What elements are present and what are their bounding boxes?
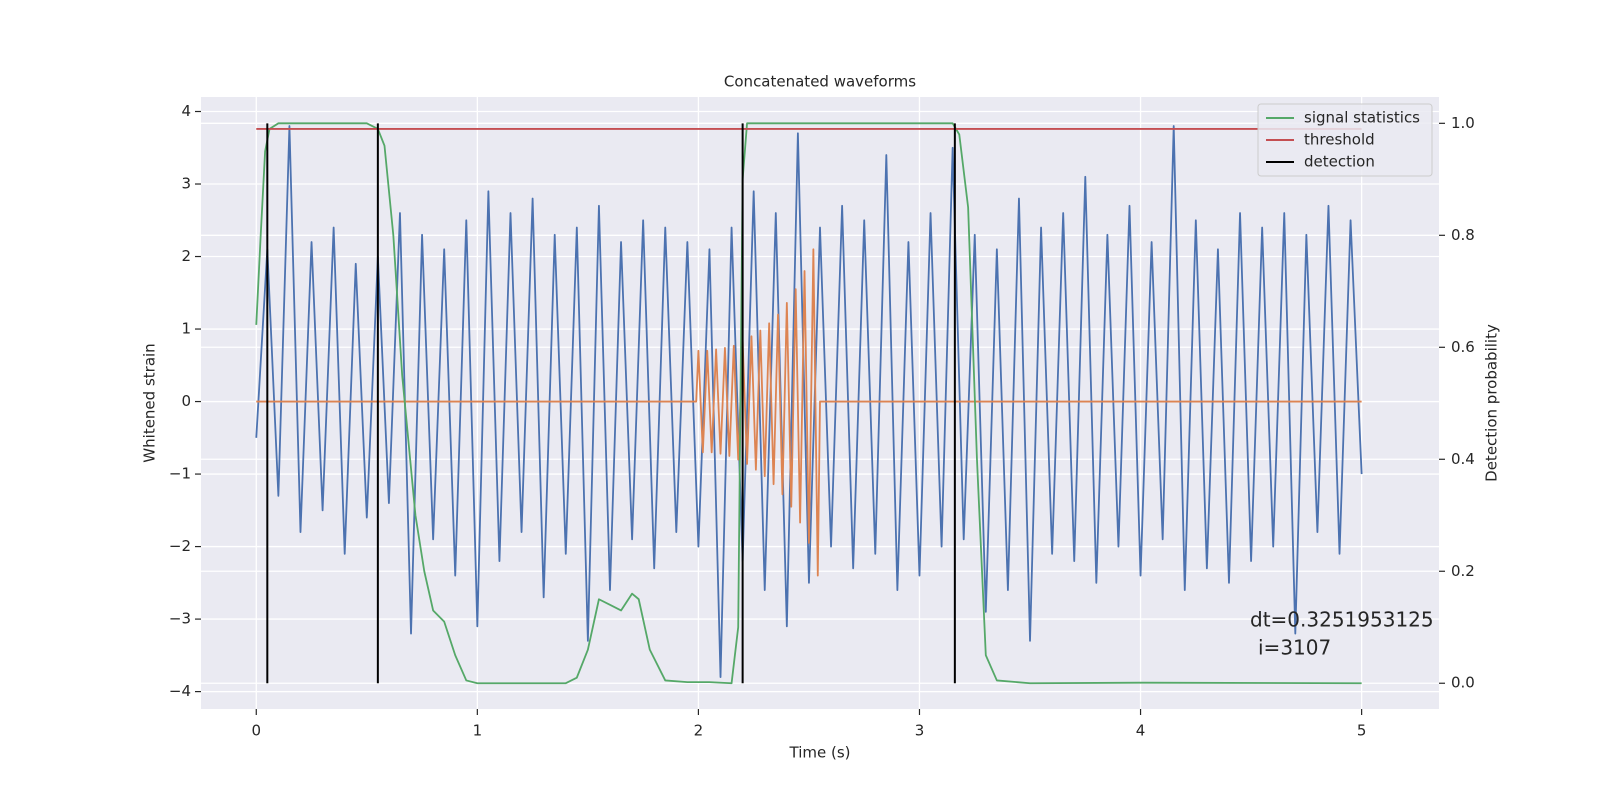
y2-tick-label: 0.8 xyxy=(1451,226,1475,244)
series-line xyxy=(256,248,1362,577)
chart-title: Concatenated waveforms xyxy=(724,73,916,91)
y-tick-label: 4 xyxy=(181,102,191,120)
legend-label: threshold xyxy=(1304,131,1375,149)
annotation: dt=0.3251953125 xyxy=(1250,608,1434,632)
series-line xyxy=(255,125,1363,678)
y2-tick-label: 0.6 xyxy=(1451,338,1475,356)
x-tick-label: 5 xyxy=(1357,722,1367,740)
x-tick-label: 4 xyxy=(1136,722,1146,740)
y2-axis-label: Detection probability xyxy=(1483,324,1501,482)
y-tick-label: −4 xyxy=(169,682,191,700)
y2-tick-label: 0.2 xyxy=(1451,562,1475,580)
y-tick-label: −1 xyxy=(169,465,191,483)
x-axis-label: Time (s) xyxy=(789,744,851,762)
y-tick-label: 1 xyxy=(181,320,191,338)
x-tick-label: 0 xyxy=(251,722,261,740)
y-tick-label: 0 xyxy=(181,392,191,410)
legend-box xyxy=(1257,103,1433,177)
series-line xyxy=(255,122,1362,685)
x-tick-label: 1 xyxy=(473,722,483,740)
y2-tick-label: 0.0 xyxy=(1451,674,1475,692)
legend-label: signal statistics xyxy=(1304,109,1420,127)
y2-tick-label: 0.4 xyxy=(1451,450,1475,468)
y-tick-label: 2 xyxy=(181,247,191,265)
x-tick-label: 2 xyxy=(694,722,704,740)
y-tick-label: 3 xyxy=(181,175,191,193)
y-tick-label: −2 xyxy=(169,537,191,555)
legend-label: detection xyxy=(1304,153,1375,171)
x-tick-label: 3 xyxy=(915,722,925,740)
y-axis-label: Whitened strain xyxy=(141,343,159,462)
annotation: i=3107 xyxy=(1258,636,1331,660)
y2-tick-label: 1.0 xyxy=(1451,114,1475,132)
y-tick-label: −3 xyxy=(169,610,191,628)
